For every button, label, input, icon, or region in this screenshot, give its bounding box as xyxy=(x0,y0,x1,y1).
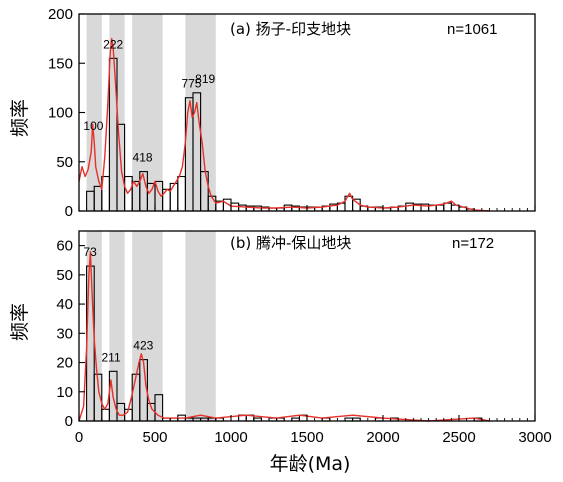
panel-b-y-tick-label: 60 xyxy=(56,238,73,255)
panel-b: 0 10 20 30 40 50 60 73 211 423 (b) 腾冲-保山地块 n=172… xyxy=(9,230,536,430)
x-tick-label: 2500 xyxy=(442,429,475,446)
panel-b-bar xyxy=(101,408,110,422)
panel-b-y-tick-label: 50 xyxy=(56,267,73,284)
x-tick-label: 1500 xyxy=(290,429,323,446)
panel-b-peak-label-423: 423 xyxy=(133,339,153,353)
x-tick-label: 500 xyxy=(142,429,167,446)
panel-a-peak-label-819: 819 xyxy=(195,72,215,86)
panel-a-n-label: n=1061 xyxy=(447,21,497,38)
panel-a-bar xyxy=(405,202,414,212)
panel-b-axes: 0 10 20 30 40 50 60 xyxy=(56,230,536,430)
x-axis-tick-labels: 0 500 1000 1500 2000 2500 3000 xyxy=(75,429,552,446)
panel-a-peak-label-775: 775 xyxy=(181,77,201,91)
panel-a-y-tick-label: 150 xyxy=(48,55,73,72)
panel-b-shading xyxy=(86,231,216,421)
panel-b-y-tick-label: 30 xyxy=(56,325,73,342)
panel-a-peak-label-222: 222 xyxy=(103,37,123,51)
x-tick-label: 2000 xyxy=(366,429,399,446)
panel-b-density xyxy=(78,250,490,422)
panel-b-y-tick-label: 20 xyxy=(56,355,73,372)
panel-b-shaded-band-2 xyxy=(109,231,125,421)
panel-a-bar xyxy=(169,182,179,212)
panel-b-y-tick-label: 40 xyxy=(56,296,73,313)
x-axis-title: 年龄(Ma) xyxy=(270,453,351,475)
panel-a-bar xyxy=(124,175,133,212)
panel-a-title: (a) 扬子-印支地块 xyxy=(230,20,351,38)
panel-a-bar xyxy=(162,188,171,212)
panel-a-y-tick-label: 100 xyxy=(48,105,73,122)
panel-b-annotations: 73 211 423 xyxy=(83,245,153,364)
panel-a-y-axis-title: 频率 xyxy=(9,99,31,137)
panel-a-peak-label-100: 100 xyxy=(83,119,103,133)
x-tick-label: 3000 xyxy=(518,429,551,446)
x-tick-label: 0 xyxy=(75,429,83,446)
panel-b-title: (b) 腾冲-保山地块 xyxy=(230,234,351,252)
panel-b-y-axis-title: 频率 xyxy=(9,303,31,341)
panel-b-y-tick-label: 10 xyxy=(56,384,73,401)
panel-b-peak-label-211: 211 xyxy=(102,350,121,364)
x-tick-label: 1000 xyxy=(214,429,247,446)
panel-a-density-curve xyxy=(78,37,490,212)
panel-b-peak-label-73: 73 xyxy=(83,245,97,259)
panel-a-density xyxy=(78,37,490,212)
panel-a-peak-label-418: 418 xyxy=(133,151,153,165)
panel-a-shaded-band-1 xyxy=(86,14,102,211)
panel-a-y-tick-label: 200 xyxy=(48,6,73,23)
panel-b-shaded-band-4 xyxy=(185,231,216,421)
panel-b-n-label: n=172 xyxy=(452,235,494,252)
panel-a-bar xyxy=(435,204,445,212)
panel-a-bar xyxy=(177,175,186,212)
panel-b-y-tick-label: 0 xyxy=(65,413,73,430)
panel-b-density-curve xyxy=(78,250,490,422)
panel-a-y-tick-label: 0 xyxy=(65,203,73,220)
panel-a-y-tick-label: 50 xyxy=(56,154,73,171)
panel-a-axes: 0 50 100 150 200 xyxy=(48,6,536,220)
